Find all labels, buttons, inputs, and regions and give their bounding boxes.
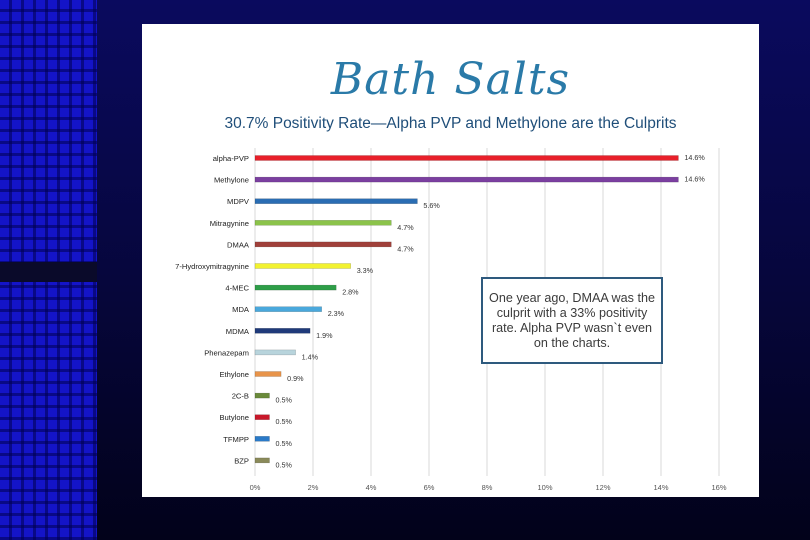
category-label: MDMA — [226, 327, 250, 336]
category-label: Methylone — [214, 176, 249, 185]
category-label: Mitragynine — [210, 219, 249, 228]
data-label: 4.7% — [397, 244, 414, 253]
logo-title: Bath Salts — [330, 54, 571, 105]
x-tick-label: 14% — [653, 483, 668, 492]
data-label: 0.5% — [276, 439, 293, 448]
bar — [254, 436, 270, 442]
category-label: Phenazepam — [204, 348, 249, 357]
bar — [254, 284, 337, 291]
data-label: 0.5% — [276, 417, 293, 426]
x-tick-label: 10% — [537, 483, 552, 492]
bar — [254, 371, 282, 377]
chart-title: 30.7% Positivity Rate—Alpha PVP and Meth… — [224, 115, 677, 132]
bar — [254, 155, 679, 161]
bar — [254, 220, 392, 226]
bar — [254, 306, 322, 312]
x-tick-label: 2% — [308, 483, 319, 492]
bar — [254, 392, 270, 399]
category-label: BZP — [234, 456, 249, 465]
data-label: 14.6% — [684, 153, 705, 162]
bar — [254, 328, 311, 334]
bar-chart: 0% 2% 4% 6% 8% 10% 12% 14% 16% alpha-PVP 14.6% Meth… — [175, 148, 727, 492]
data-label: 1.9% — [316, 331, 333, 340]
data-label: 2.8% — [342, 288, 359, 297]
category-label: 2C-B — [232, 392, 249, 401]
data-label: 0.5% — [276, 396, 293, 405]
data-label: 14.6% — [684, 175, 705, 184]
annotation-callout: One year ago, DMAA was the culprit with … — [481, 277, 663, 364]
category-label: alpha-PVP — [213, 154, 249, 163]
x-tick-label: 16% — [711, 483, 726, 492]
category-label: TFMPP — [223, 435, 249, 444]
bar — [254, 457, 270, 464]
sidebar-dark-band — [0, 262, 97, 282]
x-tick-label: 6% — [424, 483, 435, 492]
chart-panel: Bath Salts 30.7% Positivity Rate—Alpha P… — [142, 24, 759, 497]
category-label: DMAA — [227, 240, 250, 249]
data-label: 2.3% — [328, 309, 345, 318]
bar — [254, 241, 392, 248]
x-tick-label: 4% — [366, 483, 377, 492]
data-label: 0.9% — [287, 374, 304, 383]
category-label: MDPV — [227, 197, 250, 206]
x-tick-label: 0% — [250, 483, 261, 492]
x-tick-label: 8% — [482, 483, 493, 492]
bar — [254, 414, 270, 420]
data-label: 3.3% — [357, 266, 374, 275]
data-label: 4.7% — [397, 223, 414, 232]
category-label: 7-Hydroxymitragynine — [175, 262, 249, 271]
category-label: Butylone — [219, 413, 249, 422]
bar — [254, 176, 679, 183]
category-label: MDA — [232, 305, 250, 314]
bar — [254, 263, 351, 269]
category-label: Ethylone — [219, 370, 249, 379]
data-label: 5.6% — [423, 201, 440, 210]
x-tick-label: 12% — [595, 483, 610, 492]
bar — [254, 198, 418, 204]
bar — [254, 349, 296, 356]
data-label: 1.4% — [302, 352, 319, 361]
category-label: 4-MEC — [225, 284, 249, 293]
data-label: 0.5% — [276, 460, 293, 469]
